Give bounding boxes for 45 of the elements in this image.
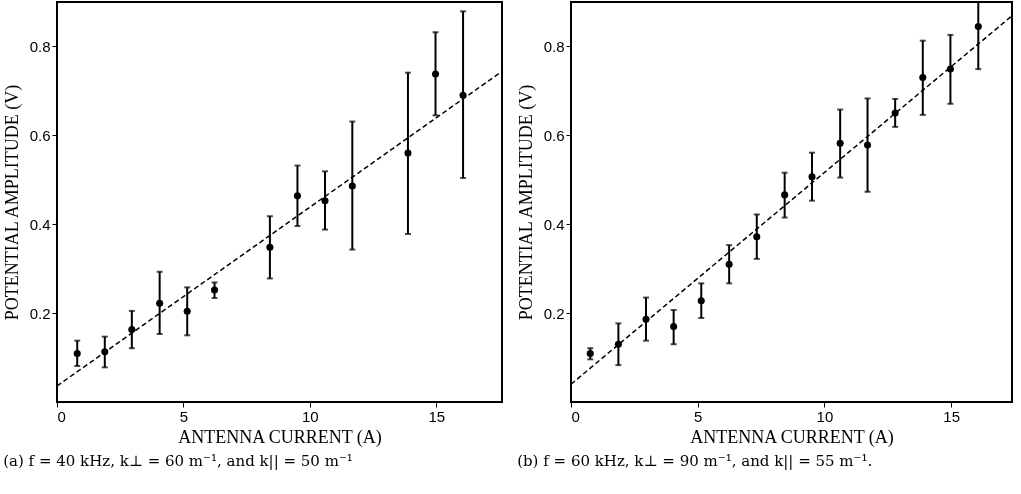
point bbox=[293, 192, 301, 200]
x-axis-title: ANTENNA CURRENT (A) bbox=[690, 426, 894, 448]
y-tick-label: 0.6 bbox=[543, 126, 565, 144]
y-tick-label: 0.4 bbox=[543, 215, 565, 233]
point bbox=[974, 22, 982, 30]
text: (b) f = 60 kHz, k⊥ = 90 m⁻¹, and k|| = 55 m⁻¹. bbox=[517, 452, 873, 470]
point bbox=[321, 197, 329, 205]
y-tick-label: 0.2 bbox=[29, 304, 51, 322]
y-tick-label: 0.4 bbox=[29, 215, 51, 233]
point bbox=[210, 286, 219, 294]
point bbox=[725, 260, 733, 268]
point bbox=[670, 322, 678, 330]
x-tick-label: 10 bbox=[302, 407, 319, 425]
point bbox=[128, 326, 136, 334]
x-axis-title: ANTENNA CURRENT (A) bbox=[178, 426, 382, 448]
x-tick-label: 0 bbox=[571, 407, 580, 425]
point bbox=[73, 350, 81, 358]
point bbox=[919, 74, 927, 82]
x-tick-label: 10 bbox=[816, 407, 834, 425]
point bbox=[404, 149, 412, 157]
y-tick-label: 0.8 bbox=[29, 37, 51, 55]
point bbox=[753, 233, 761, 241]
point bbox=[946, 65, 954, 73]
x-tick-label: 5 bbox=[179, 407, 189, 425]
point bbox=[836, 139, 844, 147]
x-tick-label: 0 bbox=[57, 407, 66, 425]
y-axis-title: POTENTIAL AMPLITUDE (V) bbox=[515, 84, 537, 321]
point bbox=[348, 182, 356, 190]
point bbox=[431, 70, 440, 78]
point bbox=[808, 173, 816, 181]
point bbox=[614, 340, 622, 348]
point bbox=[266, 243, 274, 251]
point bbox=[697, 297, 705, 305]
point bbox=[183, 307, 191, 315]
y-tick-label: 0.8 bbox=[543, 37, 565, 55]
point bbox=[781, 191, 789, 199]
x-tick-label: 5 bbox=[694, 407, 703, 425]
point bbox=[864, 141, 872, 149]
y-tick-label: 0.6 bbox=[29, 126, 51, 144]
text: (a) f = 40 kHz, k⊥ = 60 m⁻¹, and k|| = 50 m⁻¹ bbox=[3, 452, 353, 470]
y-axis-title: POTENTIAL AMPLITUDE (V) bbox=[1, 84, 23, 321]
x-tick-label: 15 bbox=[943, 407, 961, 425]
x-tick-label: 15 bbox=[428, 407, 446, 425]
point bbox=[156, 299, 164, 307]
y-tick-label: 0.2 bbox=[543, 304, 565, 322]
